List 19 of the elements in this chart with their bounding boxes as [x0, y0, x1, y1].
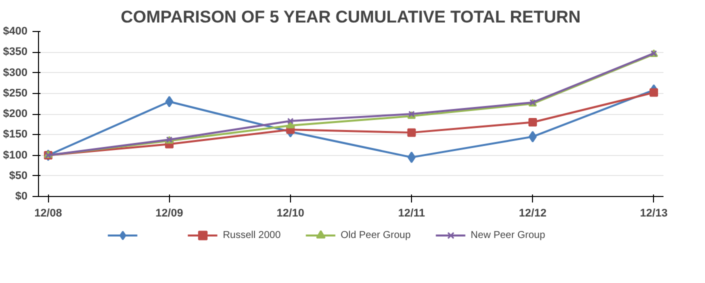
legend-label: Russell 2000 [222, 230, 281, 240]
x-tick-label: 12/10 [276, 208, 304, 220]
x-tick-label: 12/09 [156, 208, 184, 220]
y-tick-label: $100 [3, 149, 28, 162]
y-tick-label: $50 [9, 170, 28, 182]
y-tick-label: $250 [3, 87, 28, 100]
y-tick-label: $0 [15, 190, 28, 202]
y-tick-label: $400 [3, 26, 28, 38]
y-tick-label: $150 [3, 128, 28, 141]
y-tick-label: $300 [3, 66, 28, 79]
y-tick-label: $350 [3, 46, 28, 58]
x-tick-label: 12/12 [518, 208, 546, 220]
legend-label: New Peer Group [470, 230, 546, 240]
legend-label: Old Peer Group [340, 230, 411, 240]
x-tick-label: 12/08 [34, 208, 62, 220]
y-tick-label: $200 [3, 108, 28, 120]
chart-title: COMPARISON OF 5 YEAR CUMULATIVE TOTAL RETURN [120, 8, 581, 26]
x-tick-label: 12/13 [640, 208, 668, 220]
x-tick-label: 12/11 [398, 208, 426, 220]
